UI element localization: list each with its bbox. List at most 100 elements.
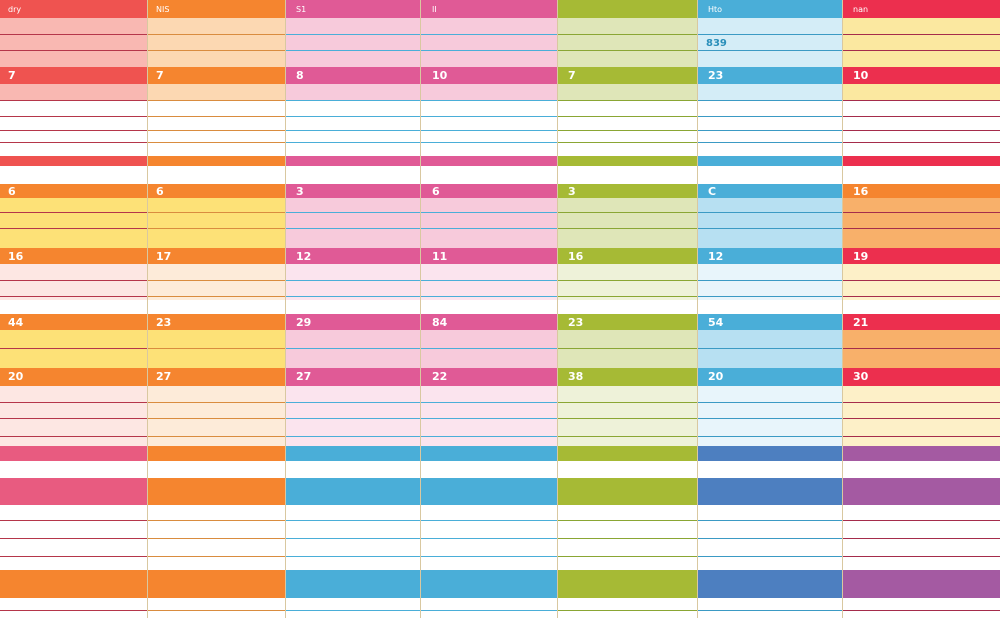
rule-line — [843, 130, 1000, 131]
rule-line — [558, 212, 698, 213]
rule-line — [558, 50, 698, 51]
rule-line — [0, 418, 148, 419]
header-band — [843, 67, 1000, 84]
header-band — [148, 368, 286, 386]
color-block — [698, 478, 843, 505]
column-divider — [557, 0, 558, 618]
day-number: 23 — [156, 316, 172, 329]
color-block — [420, 446, 558, 461]
tint-band — [148, 84, 286, 100]
day-number: 10 — [853, 69, 869, 82]
tint-band — [558, 18, 698, 67]
fill-band — [698, 330, 843, 368]
color-block — [148, 446, 286, 461]
color-block — [420, 478, 558, 505]
day-number: 7 — [156, 69, 164, 82]
color-block — [698, 446, 843, 461]
day-number: 23 — [708, 69, 724, 82]
tint-band — [0, 264, 148, 300]
day-number: 6 — [8, 185, 16, 198]
header-band — [286, 314, 558, 330]
tint-band — [0, 18, 148, 67]
day-number: 20 — [8, 370, 24, 383]
header-band — [558, 314, 698, 330]
fill-band — [286, 198, 558, 248]
header-band — [698, 0, 843, 18]
day-number: 30 — [853, 370, 869, 383]
rule-line — [843, 610, 1000, 611]
rule-line — [698, 296, 843, 297]
rule-line — [148, 402, 286, 403]
fill-band — [843, 198, 1000, 248]
rule-line — [698, 142, 843, 143]
fill-band — [148, 198, 286, 248]
color-block — [558, 446, 698, 461]
rule-line — [843, 520, 1000, 521]
rule-line — [843, 50, 1000, 51]
accent-band — [558, 156, 698, 166]
rule-line — [698, 100, 843, 101]
header-band — [843, 314, 1000, 330]
rule-line — [558, 228, 698, 229]
header-band — [558, 184, 698, 198]
header-band — [698, 248, 843, 264]
header-band — [286, 0, 558, 18]
tint-band — [558, 264, 698, 300]
rule-line — [286, 130, 558, 131]
rule-line — [558, 402, 698, 403]
rule-line — [0, 556, 148, 557]
rule-line — [286, 402, 558, 403]
annotation-text: 839 — [706, 38, 727, 49]
rule-line — [0, 280, 148, 281]
day-number: 44 — [8, 316, 24, 329]
rule-line — [148, 556, 286, 557]
rule-line — [698, 34, 843, 35]
rule-line — [148, 296, 286, 297]
header-band — [286, 184, 558, 198]
rule-line — [843, 228, 1000, 229]
column-5 — [698, 0, 843, 618]
rule-line — [0, 130, 148, 131]
day-number: 22 — [432, 370, 448, 383]
header-band — [0, 184, 148, 198]
column-divider — [842, 0, 843, 618]
day-number: 16 — [568, 250, 584, 263]
tint-band — [558, 386, 698, 446]
column-divider — [285, 0, 286, 618]
day-number: 3 — [568, 185, 576, 198]
header-band — [698, 314, 843, 330]
rule-line — [843, 538, 1000, 539]
rule-line — [558, 348, 698, 349]
day-number: 38 — [568, 370, 584, 383]
tint-band — [286, 264, 558, 300]
color-block — [558, 478, 698, 505]
rule-line — [286, 418, 558, 419]
rule-line — [698, 418, 843, 419]
rule-line — [0, 520, 148, 521]
rule-line — [558, 100, 698, 101]
tint-band — [698, 264, 843, 300]
rule-line — [148, 34, 286, 35]
rule-line — [286, 100, 558, 101]
day-number: 20 — [708, 370, 724, 383]
header-band — [558, 0, 698, 18]
day-number: 6 — [156, 185, 164, 198]
color-block — [286, 570, 420, 598]
rule-line — [558, 116, 698, 117]
rule-line — [698, 50, 843, 51]
rule-line — [558, 436, 698, 437]
rule-line — [0, 538, 148, 539]
rule-line — [148, 142, 286, 143]
header-band — [0, 0, 148, 18]
day-number: 7 — [8, 69, 16, 82]
tint-band — [286, 18, 558, 67]
tint-band — [843, 264, 1000, 300]
header-label: Hto — [708, 5, 723, 14]
column-6 — [843, 0, 1000, 618]
header-band — [148, 314, 286, 330]
fill-band — [286, 330, 558, 368]
rule-line — [148, 116, 286, 117]
day-number: 16 — [8, 250, 24, 263]
tint-band — [843, 386, 1000, 446]
